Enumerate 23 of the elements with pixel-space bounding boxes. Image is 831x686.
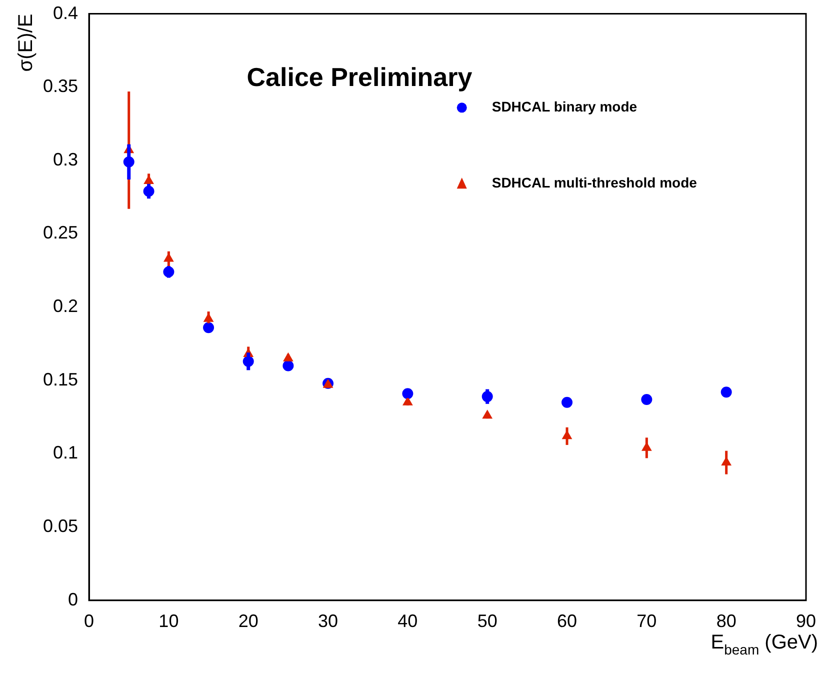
x-tick-label: 20 xyxy=(238,611,258,632)
x-tick-label: 80 xyxy=(716,611,736,632)
y-tick-label: 0 xyxy=(68,589,78,610)
y-tick-label: 0.4 xyxy=(53,2,78,23)
y-tick-label: 0.15 xyxy=(42,369,78,390)
y-tick-label: 0.05 xyxy=(42,516,78,536)
y-tick-label: 0.35 xyxy=(42,76,78,96)
y-tick-label: 0.3 xyxy=(53,149,78,170)
y-tick-label: 0.1 xyxy=(53,442,78,463)
x-tick-label: 50 xyxy=(477,611,498,632)
x-tick-label: 60 xyxy=(556,611,578,632)
x-tick-label: 0 xyxy=(84,611,94,632)
annotation: Calice Preliminary xyxy=(246,62,473,92)
x-tick-label: 30 xyxy=(318,611,338,632)
x-tick-label: 90 xyxy=(796,611,816,632)
x-tick-label: 10 xyxy=(158,611,179,632)
y-tick-label: 0.25 xyxy=(42,222,78,243)
x-tick-label: 40 xyxy=(398,611,418,632)
y-axis-title: σ(E)/E xyxy=(15,14,37,72)
y-tick-label: 0.2 xyxy=(53,296,78,316)
legend-label: SDHCAL binary mode xyxy=(492,98,638,115)
legend-label: SDHCAL multi-threshold mode xyxy=(492,174,698,191)
x-tick-label: 70 xyxy=(636,611,657,632)
